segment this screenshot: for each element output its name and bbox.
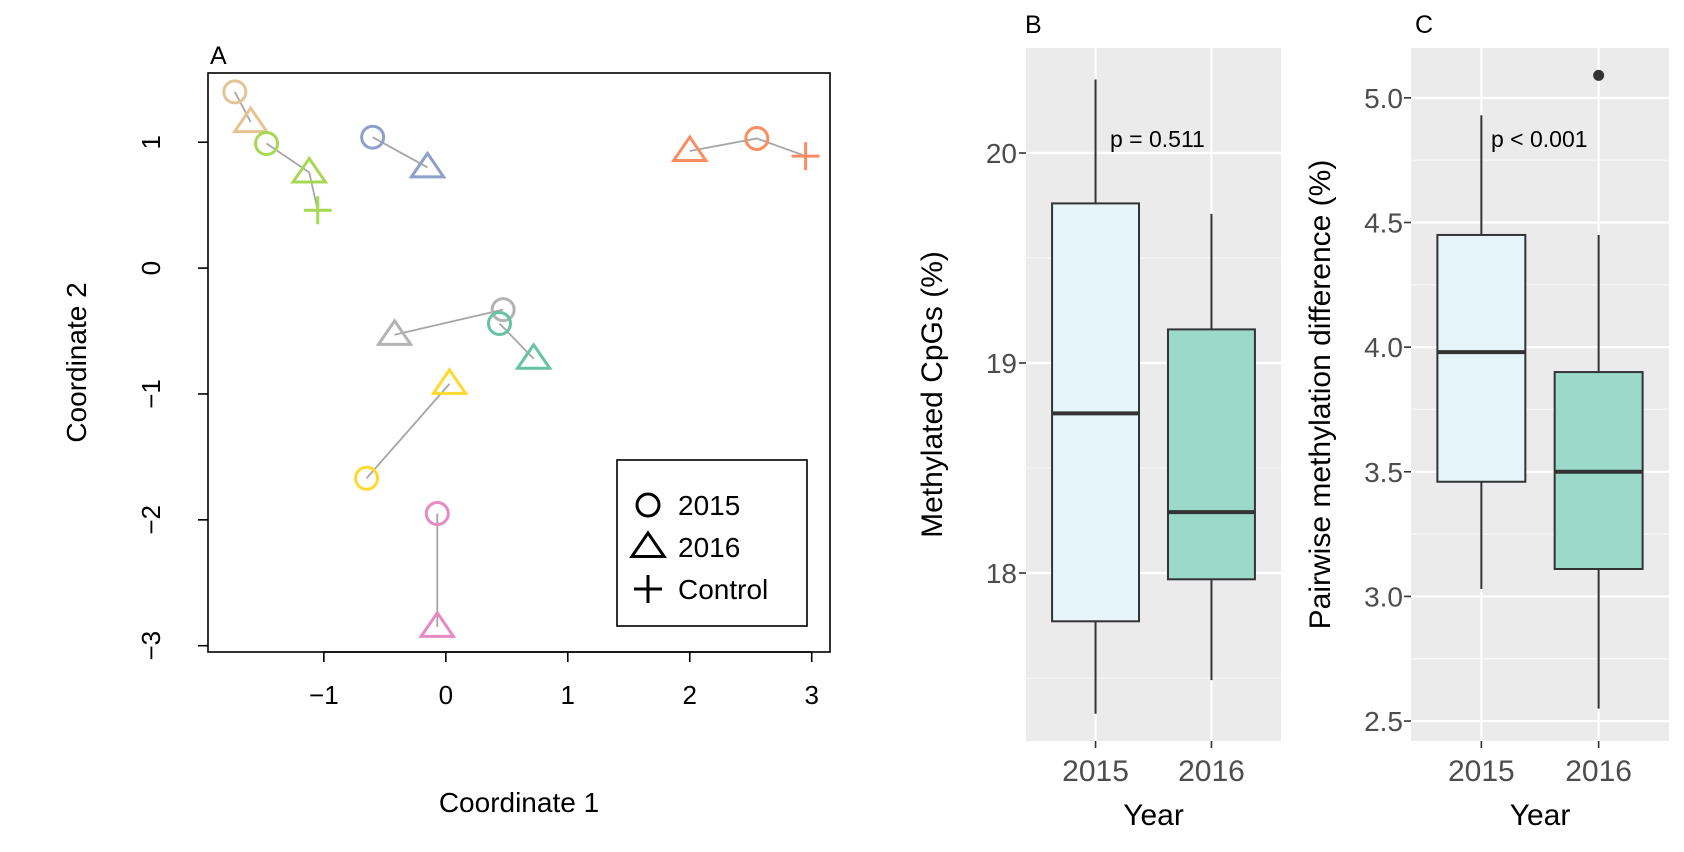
x-tick-label: −1 bbox=[309, 680, 339, 710]
point-plus bbox=[791, 142, 820, 171]
y-tick-label: −2 bbox=[136, 505, 166, 535]
p-value-annotation: p < 0.001 bbox=[1491, 126, 1588, 152]
point-triangle bbox=[375, 318, 414, 346]
legend-plus-icon bbox=[634, 575, 662, 603]
panel-a-scatter: A −1 0 1 2 3 −3 −2 −1 0 1 Coordinate 1 Coordinate 2 2… bbox=[61, 42, 831, 818]
point-circle bbox=[354, 465, 380, 491]
point-plus bbox=[303, 196, 332, 225]
x-axis-title: Year bbox=[1123, 799, 1184, 832]
point-triangle bbox=[430, 367, 469, 395]
connector-line bbox=[365, 383, 451, 479]
y-tick-label: 3.5 bbox=[1364, 457, 1403, 488]
point-triangle bbox=[408, 150, 447, 179]
connector-line bbox=[234, 91, 252, 123]
box bbox=[1166, 328, 1256, 581]
x-tick-label: 2015 bbox=[1448, 755, 1515, 788]
x-axis-title: Year bbox=[1510, 799, 1571, 832]
panel-label: C bbox=[1415, 11, 1433, 39]
y-tick-label: 3.0 bbox=[1364, 581, 1403, 612]
point-triangle bbox=[418, 610, 457, 638]
y-tick-label: 20 bbox=[986, 138, 1017, 169]
connector-line bbox=[266, 142, 319, 211]
y-tick-label: −1 bbox=[136, 379, 166, 409]
panel-c-boxplot: 2.5 3.0 3.5 4.0 4.5 5.0 2015 2016 p < 0.001 Year P… bbox=[1304, 11, 1669, 832]
x-tick-label: 2 bbox=[683, 680, 697, 710]
y-tick-label: 19 bbox=[986, 348, 1017, 379]
y-tick-label: 18 bbox=[986, 558, 1017, 589]
point-triangle bbox=[290, 155, 329, 184]
legend-triangle-icon bbox=[629, 530, 667, 559]
point-circle bbox=[490, 297, 516, 323]
connector-line bbox=[689, 137, 806, 157]
y-tick-label: 4.0 bbox=[1364, 332, 1403, 363]
panel-label: A bbox=[210, 42, 227, 70]
x-tick-label: 2015 bbox=[1062, 755, 1129, 788]
legend-label: 2016 bbox=[678, 532, 740, 563]
legend-label: 2015 bbox=[678, 490, 740, 521]
point-triangle bbox=[231, 105, 270, 134]
x-tick-label: 1 bbox=[561, 680, 575, 710]
point-triangle bbox=[670, 134, 709, 163]
x-tick-label: 0 bbox=[439, 680, 453, 710]
point-circle bbox=[424, 501, 450, 527]
panel-label: B bbox=[1025, 11, 1042, 39]
box bbox=[1436, 233, 1527, 483]
legend: 2015 2016 Control bbox=[616, 459, 808, 627]
y-axis-title: Pairwise methylation difference (%) bbox=[1304, 160, 1337, 630]
point-triangle bbox=[514, 342, 553, 370]
x-tick-label: 2016 bbox=[1565, 755, 1632, 788]
x-tick-label: 2016 bbox=[1178, 755, 1245, 788]
y-tick-label: 1 bbox=[136, 135, 166, 149]
point-circle bbox=[744, 125, 770, 151]
y-tick-label: 2.5 bbox=[1364, 706, 1403, 737]
y-axis-title: Coordinate 2 bbox=[61, 282, 92, 442]
point-circle bbox=[222, 79, 248, 105]
point-circle bbox=[486, 310, 512, 336]
connector-line bbox=[394, 308, 504, 336]
p-value-annotation: p = 0.511 bbox=[1110, 126, 1205, 152]
y-tick-label: 4.5 bbox=[1364, 207, 1403, 238]
legend-circle-icon bbox=[635, 492, 661, 518]
y-tick-label: 5.0 bbox=[1364, 83, 1403, 114]
x-tick-label: 3 bbox=[804, 680, 818, 710]
y-tick-label: −3 bbox=[136, 631, 166, 661]
legend-label: Control bbox=[678, 574, 768, 605]
x-axis-title: Coordinate 1 bbox=[439, 787, 599, 818]
y-tick-label: 0 bbox=[136, 261, 166, 275]
panel-b-boxplot: 18 19 20 2015 2016 p = 0.511 Year Methylated Cp… bbox=[916, 11, 1281, 832]
y-axis-title: Methylated CpGs (%) bbox=[916, 251, 949, 538]
outlier-point bbox=[1593, 69, 1605, 81]
point-circle bbox=[360, 124, 386, 150]
point-circle bbox=[254, 130, 280, 156]
